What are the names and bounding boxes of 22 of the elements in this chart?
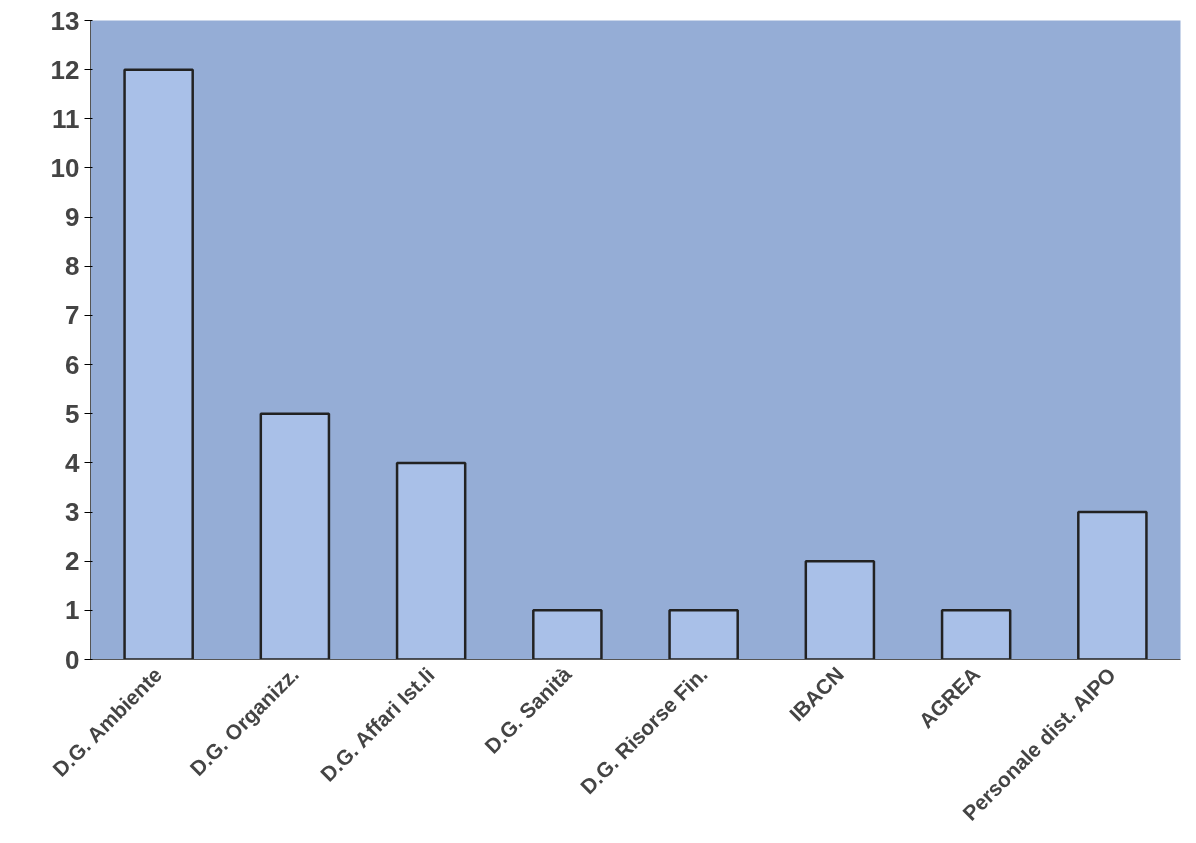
y-tick-label: 11 (52, 103, 80, 134)
bar (123, 68, 194, 660)
y-tick-label: 3 (65, 497, 80, 528)
bar (940, 609, 1012, 660)
bar (1077, 510, 1148, 660)
y-tick-label: 7 (65, 300, 80, 331)
y-tick-label: 2 (65, 546, 80, 577)
y-tick-label: 5 (65, 398, 80, 429)
bar (395, 461, 467, 660)
bar (668, 609, 739, 660)
y-tick-label: 0 (65, 644, 80, 675)
y-tick-label: 12 (50, 54, 80, 85)
y-tick-label: 6 (65, 349, 80, 380)
y-tick-label: 10 (50, 152, 80, 183)
bar (532, 609, 603, 660)
y-tick-label: 9 (65, 202, 80, 233)
y-tick-label: 8 (65, 251, 80, 282)
bar (259, 412, 331, 660)
y-tick-label: 1 (65, 595, 80, 626)
y-tick-label: 13 (50, 5, 80, 36)
bar (804, 559, 876, 660)
y-tick-label: 4 (65, 447, 81, 478)
